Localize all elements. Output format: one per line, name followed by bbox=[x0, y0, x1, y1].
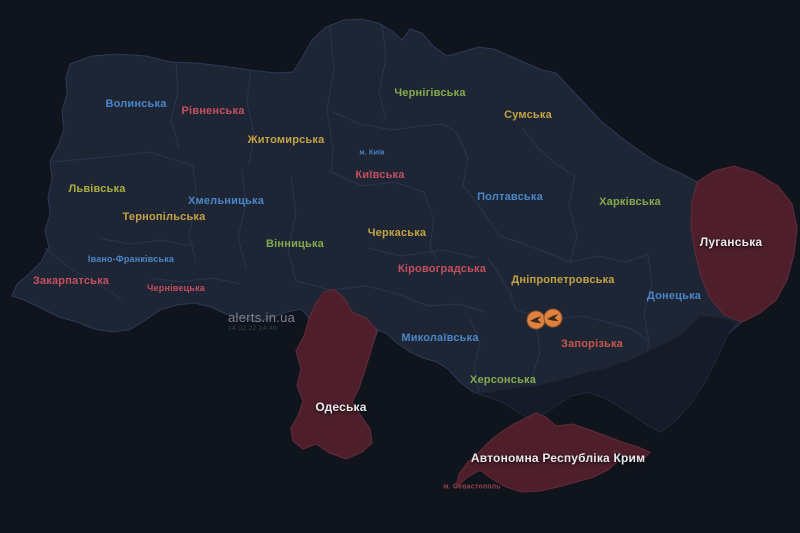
drone-threat-marker-icon[interactable] bbox=[543, 308, 563, 328]
watermark-brand: alerts.in.ua bbox=[228, 310, 296, 325]
watermark-subtext: 14.02.22 14:48 bbox=[228, 325, 277, 333]
occupied-territory-shape bbox=[470, 316, 736, 432]
region-shape-luhanska[interactable] bbox=[690, 165, 798, 323]
region-shape-krym[interactable] bbox=[455, 412, 651, 493]
region-shape-odeska[interactable] bbox=[290, 288, 378, 460]
watermark: alerts.in.ua 14.02.22 14:48 bbox=[228, 310, 296, 333]
oblast-borders bbox=[44, 23, 653, 405]
drone-threat-marker-icon[interactable] bbox=[526, 310, 546, 330]
